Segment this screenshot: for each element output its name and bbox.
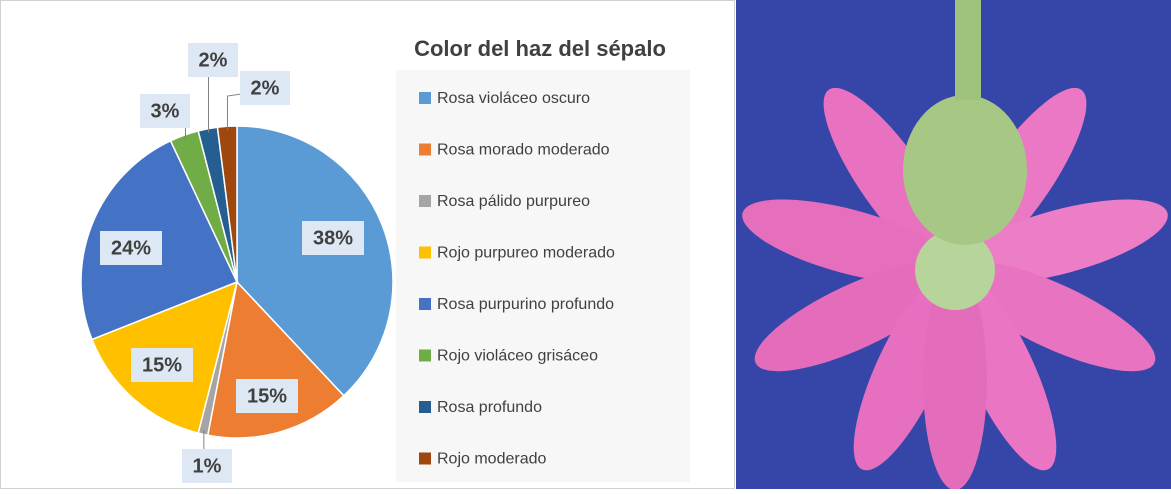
data-label-box — [188, 43, 238, 77]
data-label-box — [302, 221, 364, 255]
legend-swatch — [419, 401, 431, 413]
data-label-box — [240, 71, 290, 105]
petal — [954, 261, 1156, 372]
data-label-box — [182, 449, 232, 483]
flower — [742, 0, 1168, 490]
legend-label: Rosa morado moderado — [437, 142, 610, 159]
data-label-box — [100, 231, 162, 265]
legend-label: Rosa violáceo oscuro — [437, 90, 590, 107]
data-label: 15% — [142, 354, 182, 376]
stem — [955, 0, 981, 100]
legend-swatch — [419, 349, 431, 362]
data-label: 3% — [151, 100, 180, 122]
legend-swatch — [419, 195, 431, 207]
data-label: 15% — [247, 385, 287, 407]
center — [915, 230, 995, 310]
data-label-box — [236, 379, 298, 413]
petal — [923, 270, 987, 490]
legend-label: Rojo purpureo moderado — [437, 245, 615, 262]
legend-swatch — [419, 143, 431, 156]
data-label: 24% — [111, 237, 151, 259]
legend-label: Rojo violáceo grisáceo — [437, 348, 598, 365]
data-label: 1% — [193, 455, 222, 477]
pie-slice — [236, 125, 394, 397]
legend-panel — [396, 70, 690, 482]
chart-title: Color del haz del sépalo — [414, 36, 666, 61]
legend-swatch — [419, 452, 431, 465]
legend-label: Rosa purpurino profundo — [437, 296, 614, 313]
data-label-box — [140, 94, 190, 128]
legend-label: Rosa pálido purpureo — [437, 193, 590, 210]
data-label-box — [131, 348, 193, 382]
petal — [754, 261, 956, 372]
legend-swatch — [419, 246, 431, 259]
bud — [903, 95, 1027, 245]
data-label: 2% — [199, 49, 228, 71]
legend-label: Rosa profundo — [437, 399, 542, 416]
legend-label: Rojo moderado — [437, 451, 547, 468]
legend-swatch — [419, 298, 431, 310]
petal — [954, 199, 1168, 284]
data-label: 2% — [251, 77, 280, 99]
legend-swatch — [419, 92, 431, 104]
petal — [742, 199, 956, 284]
photo — [736, 0, 1171, 490]
data-label: 38% — [313, 227, 353, 249]
